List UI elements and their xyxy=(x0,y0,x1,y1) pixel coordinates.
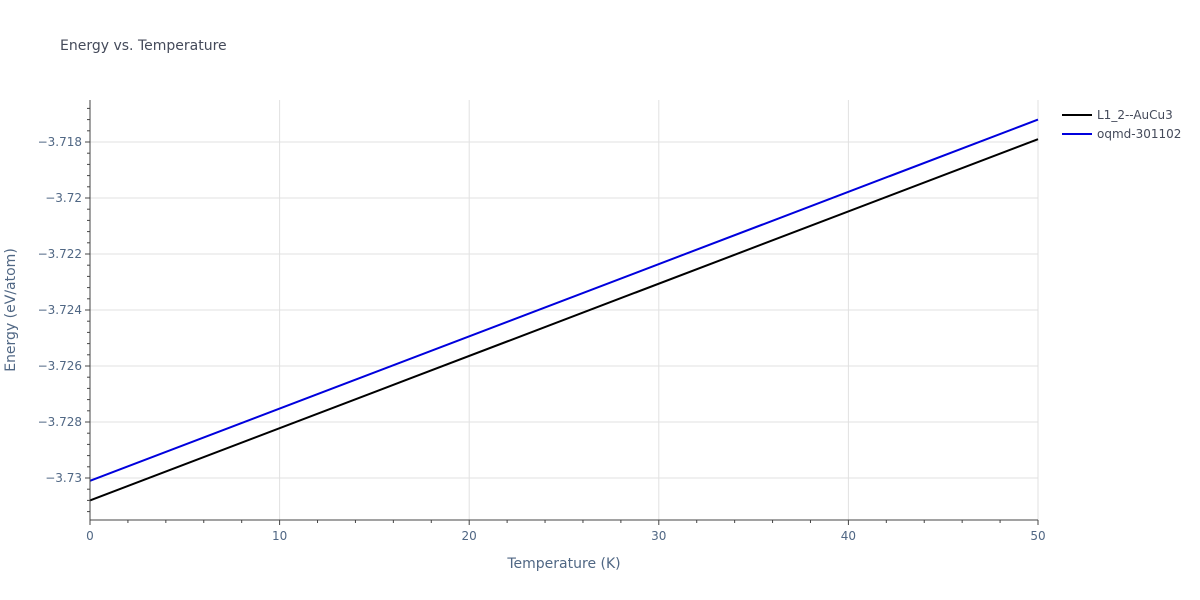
y-tick-label: −3.728 xyxy=(38,415,82,429)
y-tick-label: −3.726 xyxy=(38,359,82,373)
y-axis-label: Energy (eV/atom) xyxy=(3,248,19,372)
chart-title: Energy vs. Temperature xyxy=(60,38,227,54)
x-axis-label: Temperature (K) xyxy=(506,556,620,572)
grid-layer xyxy=(90,100,1039,520)
ticks-layer: 0 10 20 30 40 50 −3.73 −3.728 −3.726 −3.724 −3.722… xyxy=(38,135,1046,543)
x-tick-label: 50 xyxy=(1030,529,1045,543)
y-tick-label: −3.73 xyxy=(45,471,82,485)
series-layer xyxy=(89,118,1039,502)
legend: L1_2--AuCu3 oqmd-301102 xyxy=(1062,108,1181,141)
legend-label: L1_2--AuCu3 xyxy=(1097,108,1173,122)
axes-layer xyxy=(85,100,1039,525)
x-tick-label: 40 xyxy=(841,529,856,543)
x-tick-label: 10 xyxy=(272,529,287,543)
y-tick-label: −3.718 xyxy=(38,135,82,149)
x-tick-label: 0 xyxy=(86,529,94,543)
x-tick-label: 20 xyxy=(462,529,477,543)
legend-label: oqmd-301102 xyxy=(1097,127,1181,141)
x-tick-label: 30 xyxy=(651,529,666,543)
y-tick-label: −3.724 xyxy=(38,303,82,317)
series-line-0 xyxy=(89,138,1039,502)
y-tick-label: −3.72 xyxy=(45,191,82,205)
y-tick-label: −3.722 xyxy=(38,247,82,261)
series-line-1 xyxy=(89,118,1039,482)
